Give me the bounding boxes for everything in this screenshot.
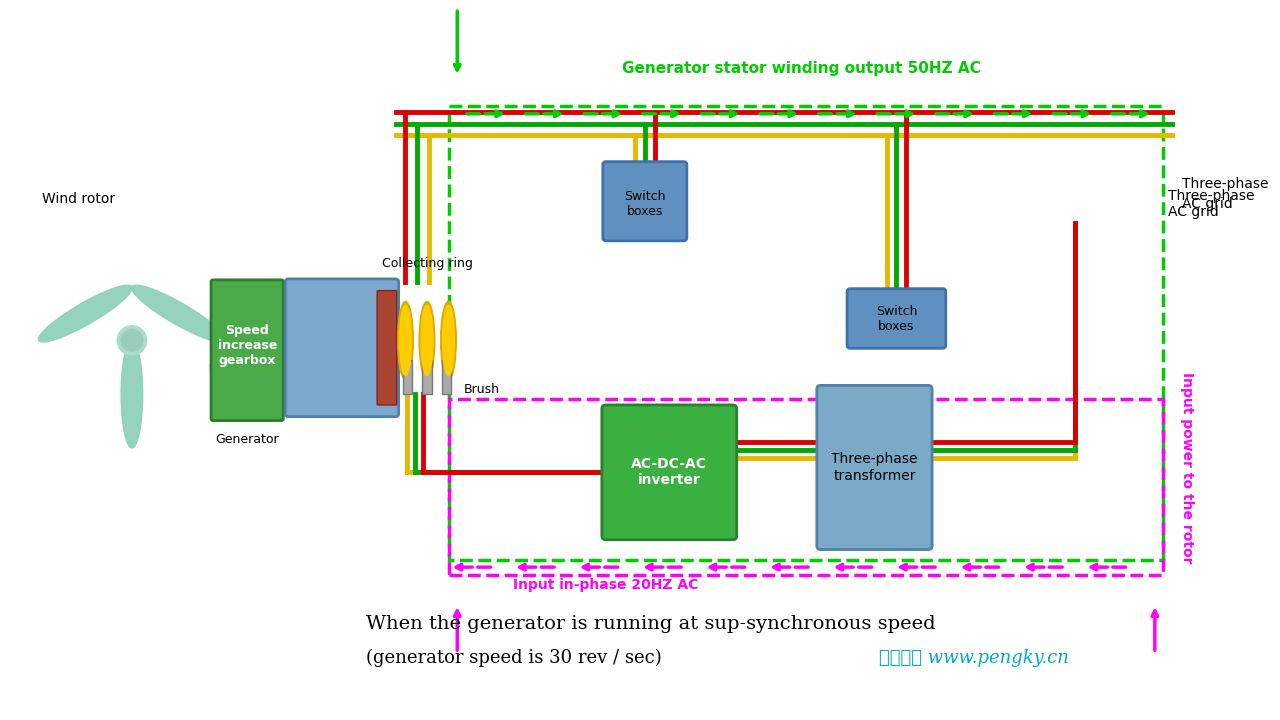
FancyBboxPatch shape [602,405,737,540]
Text: Brush: Brush [465,383,500,396]
Ellipse shape [421,305,433,376]
FancyBboxPatch shape [817,385,932,549]
Text: Speed
increase
gearbox: Speed increase gearbox [218,324,276,367]
Ellipse shape [398,302,413,379]
Ellipse shape [443,305,454,376]
FancyBboxPatch shape [378,291,397,405]
Ellipse shape [38,285,132,342]
Text: (generator speed is 30 rev / sec): (generator speed is 30 rev / sec) [366,649,662,667]
Text: Generator stator winding output 50HZ AC: Generator stator winding output 50HZ AC [622,61,980,76]
Bar [449,106,1162,560]
Text: Input in-phase 20HZ AC: Input in-phase 20HZ AC [513,577,699,592]
Text: Collecting ring: Collecting ring [381,257,472,270]
Ellipse shape [419,302,435,379]
Text: Switch
boxes: Switch boxes [876,305,918,333]
Bar [449,399,1162,575]
FancyBboxPatch shape [603,162,687,240]
Text: Input power to the rotor: Input power to the rotor [1180,372,1194,563]
FancyBboxPatch shape [847,289,946,348]
Text: Three-phase
transformer: Three-phase transformer [831,452,918,482]
Text: AC-DC-AC
inverter: AC-DC-AC inverter [631,457,708,487]
Bar [402,360,412,394]
Text: Generator: Generator [215,433,279,446]
Text: www.pengky.cn: www.pengky.cn [206,360,380,379]
Ellipse shape [132,285,225,342]
Bar [422,360,431,394]
FancyBboxPatch shape [285,279,398,417]
Text: 鹏茪科艺 www.pengky.cn: 鹏茪科艺 www.pengky.cn [879,649,1069,667]
Ellipse shape [118,326,146,355]
Text: Wind rotor: Wind rotor [41,192,115,206]
Text: Switch
boxes: Switch boxes [625,189,666,217]
Text: When the generator is running at sup-synchronous speed: When the generator is running at sup-syn… [366,615,936,633]
Ellipse shape [122,330,142,351]
Ellipse shape [122,341,142,448]
Text: Three-phase
AC grid: Three-phase AC grid [1167,189,1254,219]
Bar [442,360,452,394]
Ellipse shape [440,302,456,379]
FancyBboxPatch shape [211,280,283,420]
Text: Three-phase
AC grid: Three-phase AC grid [1183,177,1268,211]
Ellipse shape [399,305,411,376]
